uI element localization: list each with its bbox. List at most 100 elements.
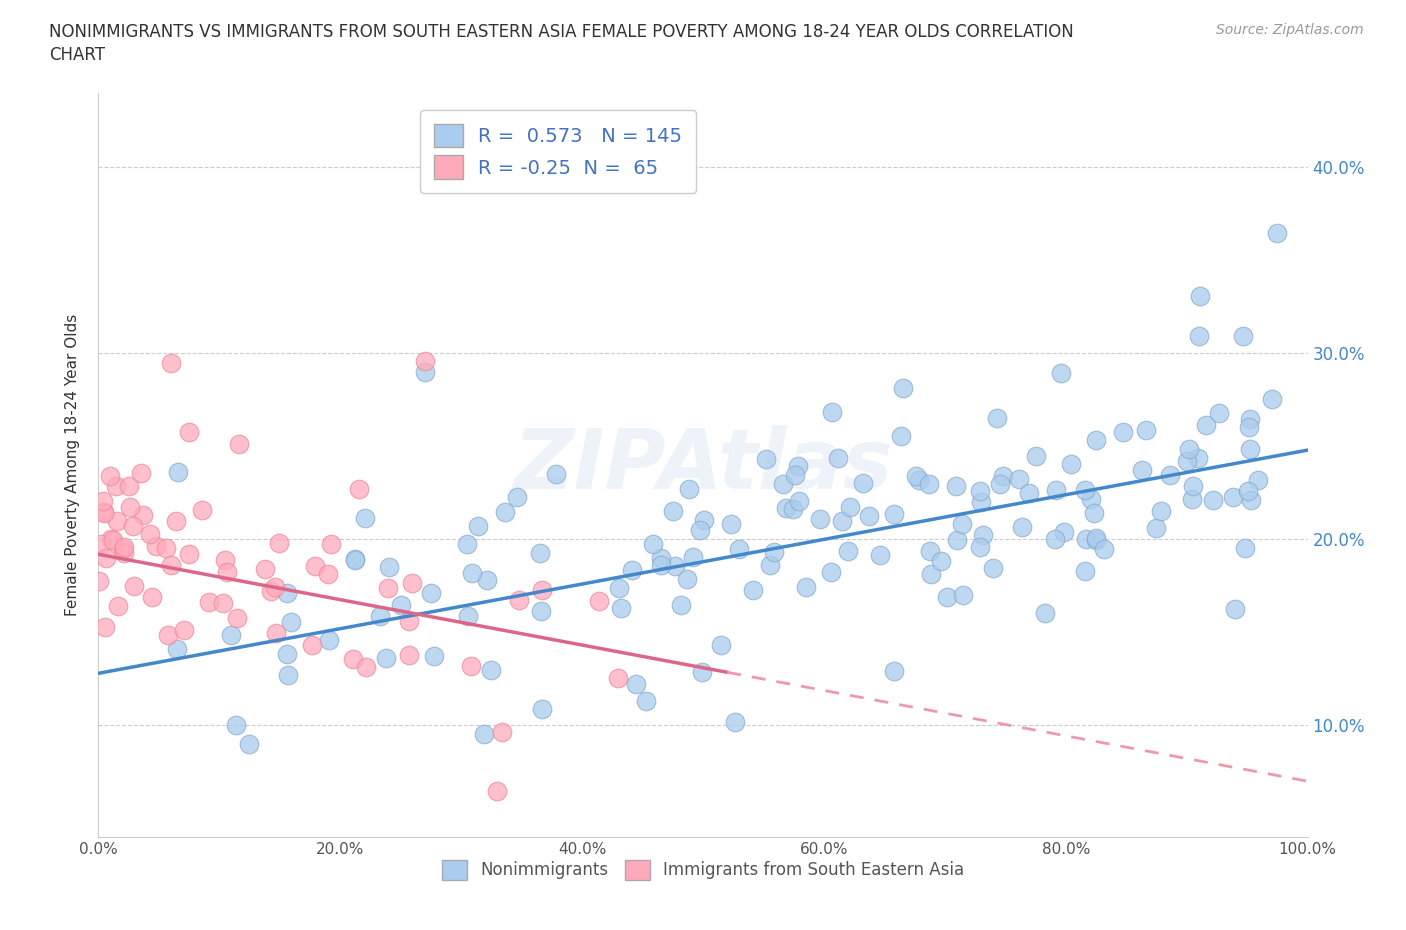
Point bbox=[907, 473, 929, 488]
Point bbox=[607, 671, 630, 685]
Point bbox=[772, 477, 794, 492]
Point bbox=[219, 628, 242, 643]
Point bbox=[122, 579, 145, 594]
Point bbox=[883, 664, 905, 679]
Point bbox=[763, 545, 786, 560]
Point bbox=[1239, 412, 1261, 427]
Point bbox=[1232, 328, 1254, 343]
Point bbox=[710, 638, 733, 653]
Point bbox=[215, 565, 238, 579]
Point bbox=[1043, 532, 1066, 547]
Point bbox=[945, 478, 967, 493]
Point bbox=[141, 589, 163, 604]
Point bbox=[1150, 503, 1173, 518]
Point bbox=[690, 664, 713, 679]
Point bbox=[277, 668, 299, 683]
Point bbox=[1092, 542, 1115, 557]
Point bbox=[530, 604, 553, 618]
Point bbox=[354, 659, 377, 674]
Point bbox=[678, 482, 700, 497]
Point bbox=[755, 452, 778, 467]
Point bbox=[724, 714, 747, 729]
Point bbox=[98, 469, 121, 484]
Point bbox=[423, 648, 446, 663]
Point bbox=[177, 424, 200, 439]
Point bbox=[1181, 491, 1204, 506]
Point bbox=[316, 566, 339, 581]
Point bbox=[457, 608, 479, 623]
Point bbox=[1239, 442, 1261, 457]
Point bbox=[238, 737, 260, 751]
Point bbox=[1233, 540, 1256, 555]
Point bbox=[831, 513, 853, 528]
Point bbox=[456, 537, 478, 551]
Point bbox=[259, 583, 281, 598]
Point bbox=[588, 594, 610, 609]
Point bbox=[624, 677, 647, 692]
Point bbox=[1135, 422, 1157, 437]
Point bbox=[508, 592, 530, 607]
Point bbox=[1187, 450, 1209, 465]
Point bbox=[132, 508, 155, 523]
Point bbox=[931, 554, 953, 569]
Point bbox=[145, 538, 167, 553]
Point bbox=[1188, 329, 1211, 344]
Point bbox=[1130, 463, 1153, 478]
Point bbox=[794, 579, 817, 594]
Point bbox=[787, 494, 810, 509]
Point bbox=[890, 429, 912, 444]
Point bbox=[1011, 520, 1033, 535]
Point bbox=[775, 500, 797, 515]
Point bbox=[301, 638, 323, 653]
Text: ZIPAtlas: ZIPAtlas bbox=[513, 424, 893, 506]
Point bbox=[969, 539, 991, 554]
Point bbox=[720, 516, 742, 531]
Point bbox=[375, 650, 398, 665]
Point bbox=[621, 562, 644, 577]
Point bbox=[472, 727, 495, 742]
Point bbox=[107, 599, 129, 614]
Point bbox=[1085, 533, 1108, 548]
Point bbox=[105, 513, 128, 528]
Point bbox=[111, 541, 134, 556]
Point bbox=[1084, 432, 1107, 447]
Point bbox=[1080, 492, 1102, 507]
Point bbox=[1083, 506, 1105, 521]
Point bbox=[112, 545, 135, 560]
Point bbox=[165, 513, 187, 528]
Point bbox=[264, 579, 287, 594]
Point bbox=[858, 508, 880, 523]
Point bbox=[990, 477, 1012, 492]
Point bbox=[981, 561, 1004, 576]
Point bbox=[413, 353, 436, 368]
Point bbox=[1237, 420, 1260, 435]
Y-axis label: Female Poverty Among 18-24 Year Olds: Female Poverty Among 18-24 Year Olds bbox=[65, 314, 80, 617]
Point bbox=[276, 646, 298, 661]
Point bbox=[741, 582, 763, 597]
Point bbox=[1223, 602, 1246, 617]
Point bbox=[159, 355, 181, 370]
Point bbox=[1050, 365, 1073, 380]
Point bbox=[689, 523, 711, 538]
Point bbox=[475, 573, 498, 588]
Point bbox=[87, 574, 110, 589]
Point bbox=[972, 528, 994, 543]
Point bbox=[96, 551, 118, 565]
Point bbox=[1267, 225, 1289, 240]
Point bbox=[304, 559, 326, 574]
Point bbox=[546, 467, 568, 482]
Point bbox=[1247, 472, 1270, 487]
Point bbox=[354, 511, 377, 525]
Point bbox=[1195, 418, 1218, 432]
Point bbox=[530, 701, 553, 716]
Point bbox=[1237, 484, 1260, 498]
Point bbox=[280, 615, 302, 630]
Point bbox=[212, 595, 235, 610]
Point bbox=[970, 495, 993, 510]
Point bbox=[198, 594, 221, 609]
Point bbox=[571, 848, 593, 863]
Point bbox=[214, 552, 236, 567]
Point bbox=[682, 550, 704, 565]
Point bbox=[419, 585, 441, 600]
Point bbox=[1025, 448, 1047, 463]
